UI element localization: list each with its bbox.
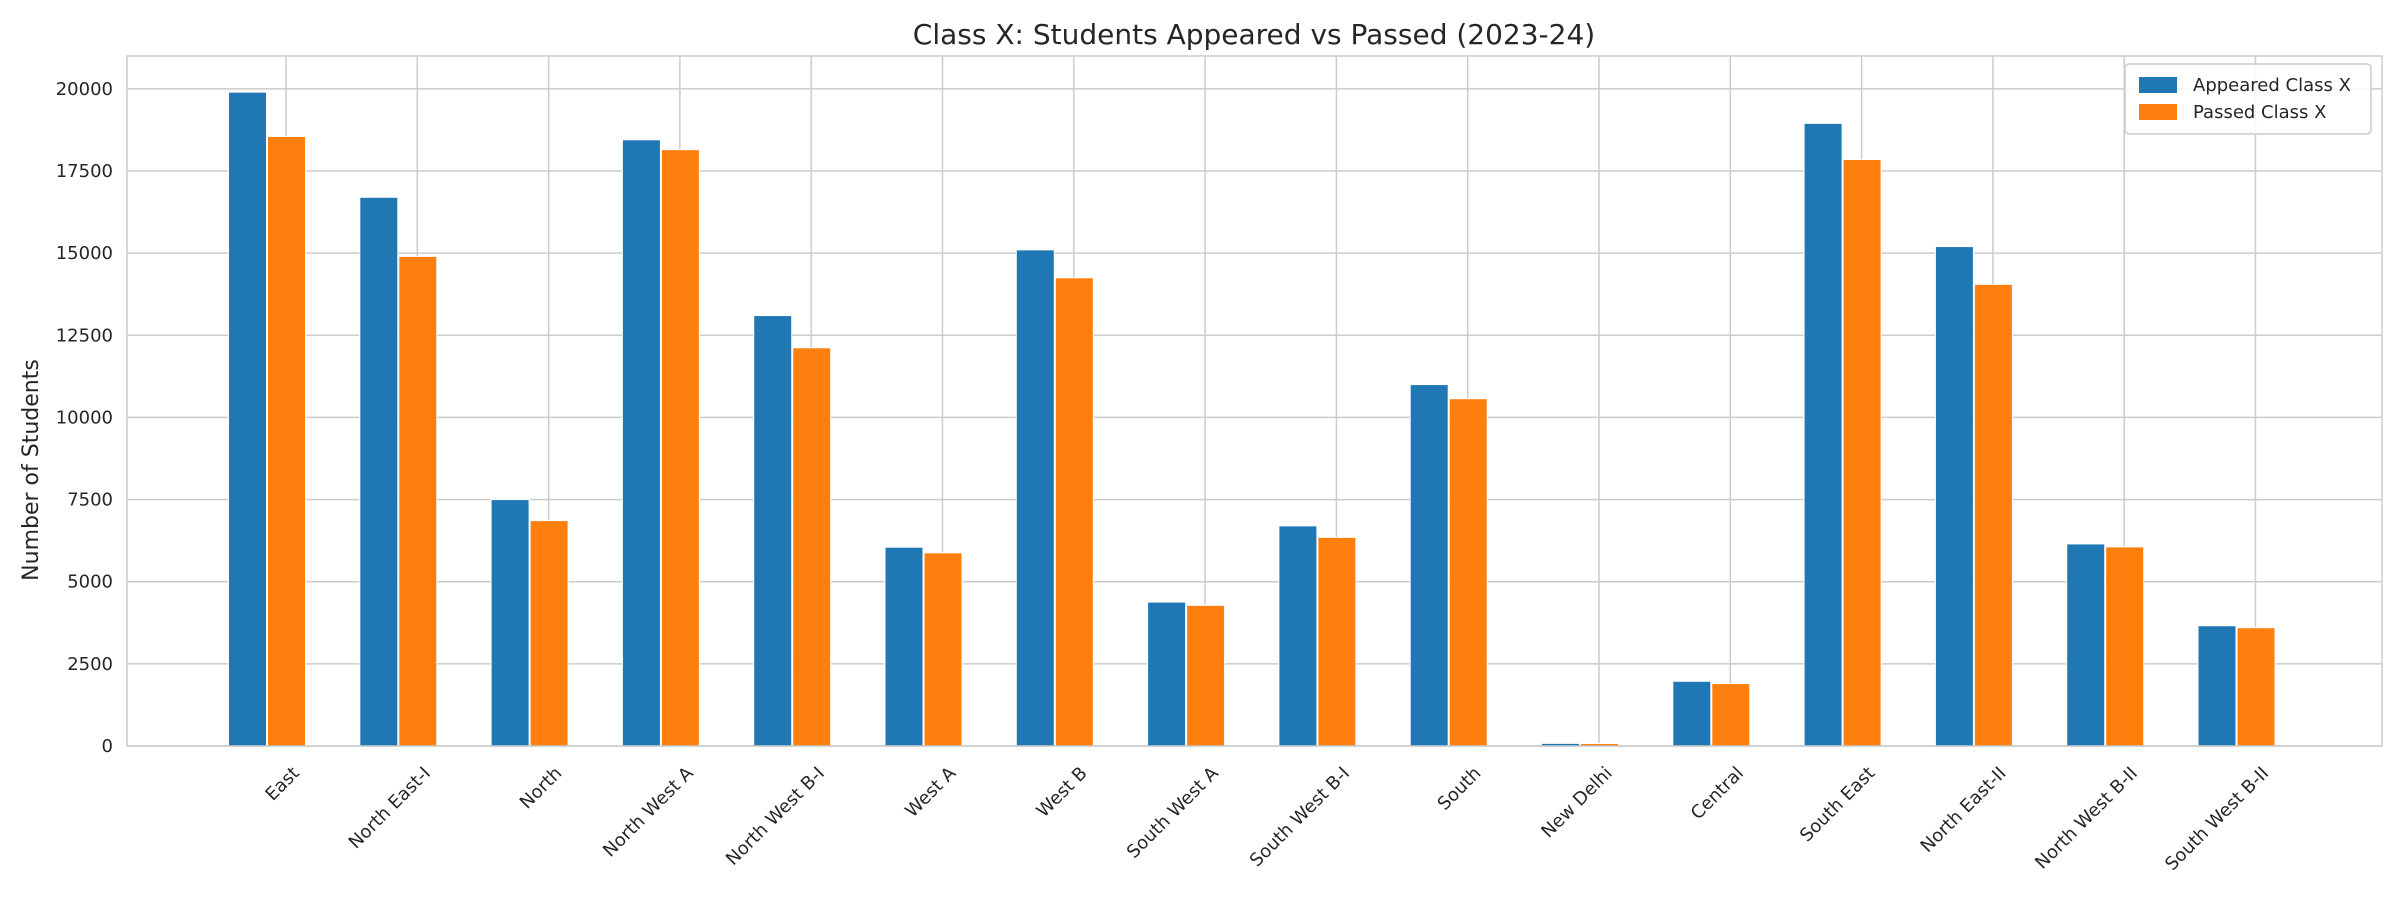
bar-appeared-class-x-west-b	[1015, 249, 1055, 747]
bar-appeared-class-x-north	[490, 499, 530, 747]
bar-passed-class-x-north-east-i	[398, 255, 438, 747]
bar-passed-class-x-south-east	[1842, 159, 1882, 747]
bar-appeared-class-x-north-east-ii	[1934, 246, 1974, 747]
bar-appeared-class-x-south-west-a	[1147, 601, 1187, 747]
legend-label-appeared-class-x: Appeared Class X	[2193, 75, 2351, 96]
bar-appeared-class-x-south-west-b-i	[1278, 525, 1318, 747]
x-tick-label-central: Central	[1687, 763, 1748, 824]
y-tick-label: 12500	[56, 325, 113, 346]
bar-appeared-class-x-south-west-b-ii	[2197, 625, 2237, 747]
legend: Appeared Class X Passed Class X	[2124, 63, 2372, 135]
bar-passed-class-x-north-west-b-i	[792, 347, 832, 747]
bar-appeared-class-x-north-west-b-i	[753, 315, 793, 747]
bar-passed-class-x-north-east-ii	[1973, 283, 2013, 747]
chart-title: Class X: Students Appeared vs Passed (20…	[913, 18, 1595, 51]
x-tick-label-north-east-ii: North East-II	[1917, 763, 2011, 857]
bar-passed-class-x-south	[1448, 398, 1488, 747]
y-tick-label: 5000	[67, 572, 113, 593]
x-tick-label-north: North	[516, 763, 566, 813]
bars-layer	[228, 91, 2276, 747]
y-tick-label: 20000	[56, 79, 113, 100]
bar-passed-class-x-north-west-a	[660, 149, 700, 747]
y-tick-label: 17500	[56, 161, 113, 182]
plot-frame	[126, 55, 2383, 747]
y-tick-label: 10000	[56, 407, 113, 428]
x-tick-label-west-a: West A	[901, 762, 960, 821]
y-tick-label: 2500	[67, 654, 113, 675]
bar-appeared-class-x-central	[1672, 680, 1712, 747]
bar-passed-class-x-south-west-b-ii	[2236, 627, 2276, 747]
x-tick-label-west-b: West B	[1033, 763, 1092, 822]
legend-swatch-passed-class-x	[2139, 104, 2177, 120]
bar-appeared-class-x-north-east-i	[359, 196, 399, 747]
x-tick-label-north-west-b-ii: North West B-II	[2031, 763, 2142, 874]
bar-appeared-class-x-south	[1409, 384, 1449, 747]
bar-passed-class-x-central	[1711, 683, 1751, 747]
grid-layer	[127, 56, 2382, 747]
x-tick-label-south-east: South East	[1796, 763, 1879, 846]
bar-appeared-class-x-west-a	[884, 546, 924, 747]
bar-passed-class-x-east	[267, 136, 306, 747]
legend-swatch-appeared-class-x	[2139, 77, 2177, 93]
x-tick-label-south-west-b-ii: South West B-II	[2161, 763, 2273, 875]
legend-box	[2124, 63, 2372, 135]
x-tick-label-north-west-b-i: North West B-I	[722, 763, 829, 870]
x-tick-label-new-delhi: New Delhi	[1537, 763, 1616, 842]
y-ticks-layer: 0 2500 5000 7500 10000 12500 15000 17500 20000	[56, 79, 113, 757]
bar-passed-class-x-south-west-b-i	[1317, 536, 1357, 747]
bar-passed-class-x-west-b	[1054, 277, 1094, 747]
y-tick-label: 0	[102, 736, 113, 757]
bar-appeared-class-x-east	[228, 91, 267, 747]
bar-passed-class-x-north	[529, 520, 569, 747]
bar-appeared-class-x-south-east	[1803, 122, 1843, 747]
bar-appeared-class-x-north-west-b-ii	[2066, 543, 2106, 747]
x-tick-label-east: East	[261, 763, 303, 805]
y-tick-label: 7500	[67, 490, 113, 511]
x-tick-label-south-west-a: South West A	[1123, 762, 1223, 862]
y-tick-label: 15000	[56, 243, 113, 264]
axes-layer	[126, 55, 2383, 747]
x-tick-label-south: South	[1434, 763, 1486, 815]
bar-passed-class-x-west-a	[923, 552, 963, 747]
x-tick-label-north-west-a: North West A	[599, 762, 698, 861]
bar-appeared-class-x-north-west-a	[621, 139, 661, 747]
bar-passed-class-x-north-west-b-ii	[2105, 546, 2145, 747]
x-tick-label-north-east-i: North East-I	[345, 763, 435, 853]
x-ticks-layer: East North East-I North North West A North W…	[261, 762, 2273, 875]
y-axis-label: Number of Students	[19, 359, 44, 581]
bar-passed-class-x-south-west-a	[1186, 604, 1226, 747]
legend-label-passed-class-x: Passed Class X	[2193, 102, 2326, 123]
x-tick-label-south-west-b-i: South West B-I	[1246, 763, 1354, 871]
